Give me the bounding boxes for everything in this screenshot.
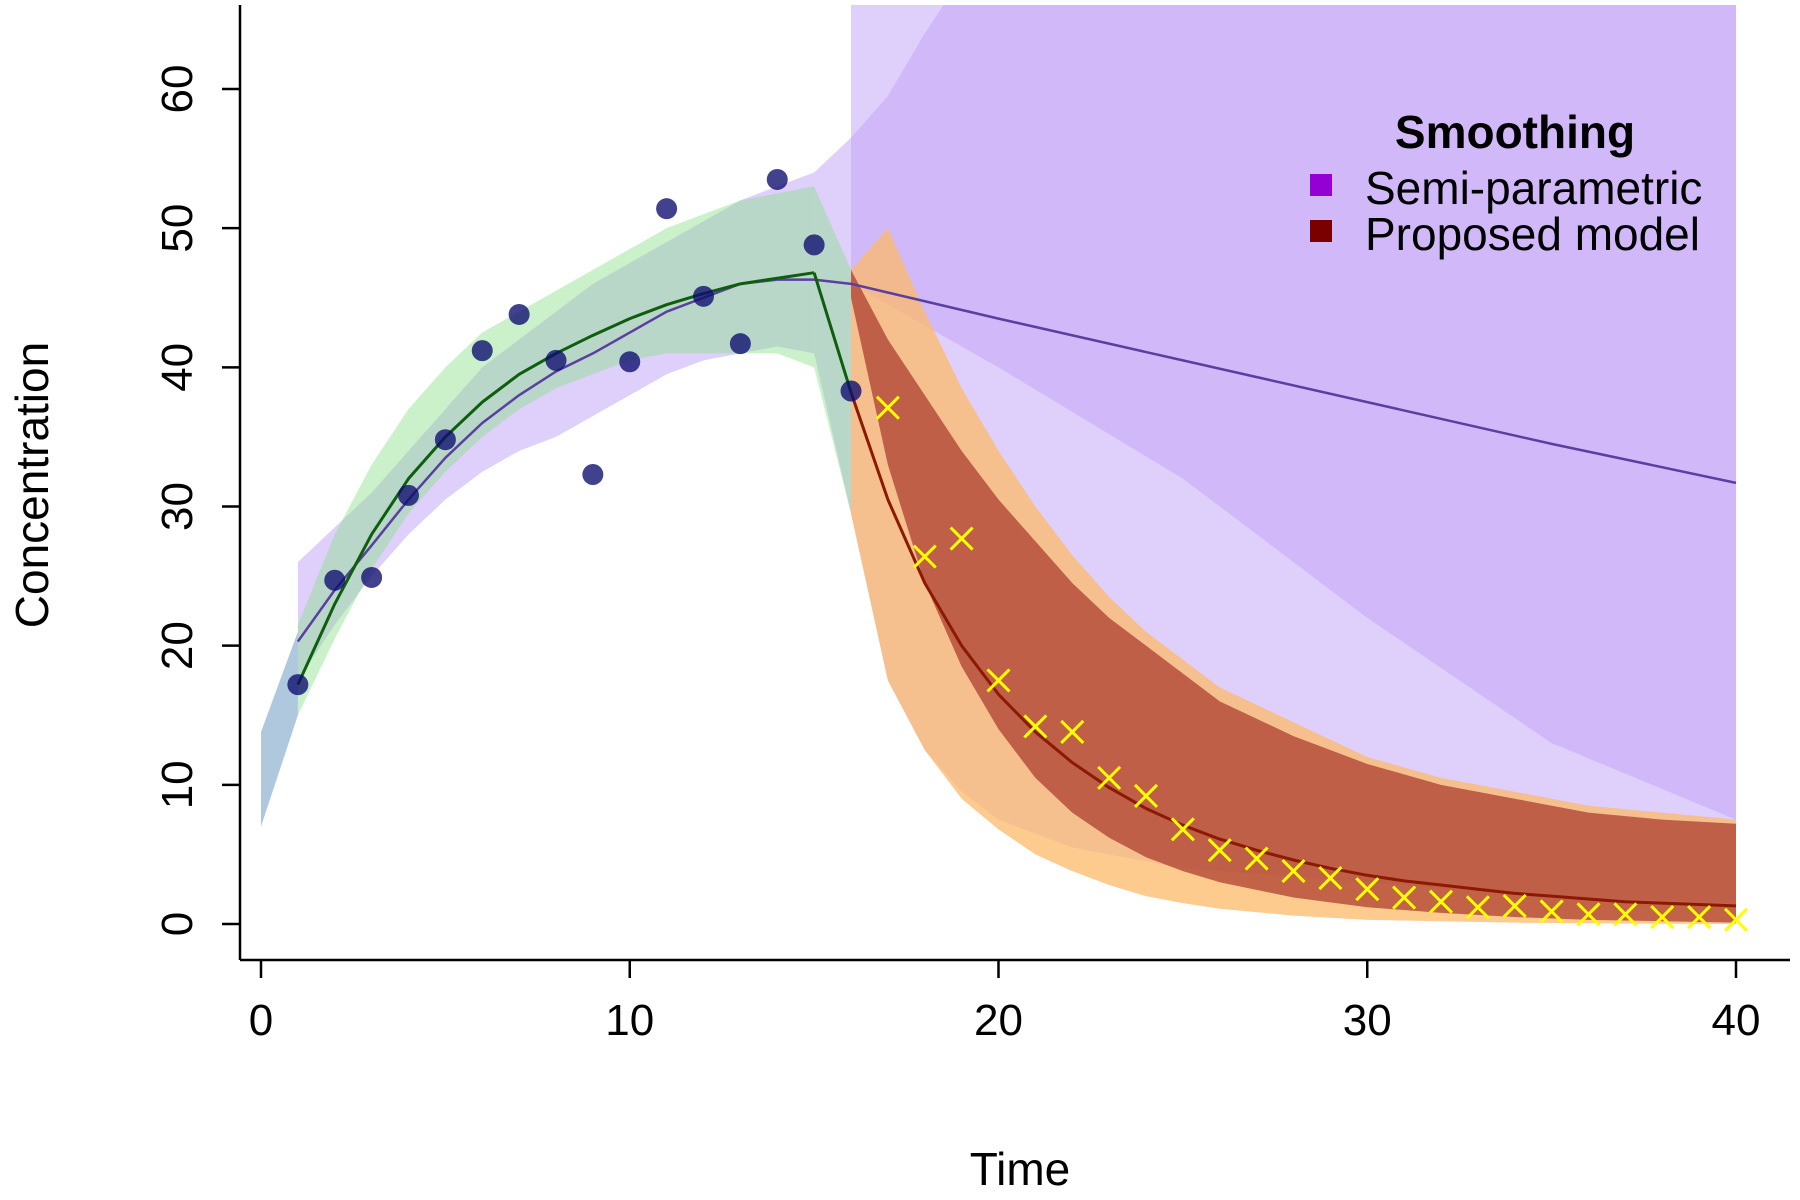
points-layer bbox=[287, 168, 1749, 932]
legend-swatch-semi-parametric bbox=[1310, 174, 1332, 196]
observed-point bbox=[729, 333, 751, 355]
observed-point bbox=[545, 349, 567, 371]
legend-swatch-proposed-model bbox=[1310, 220, 1332, 242]
observed-point bbox=[508, 303, 530, 325]
predicted-point bbox=[1465, 895, 1490, 920]
predicted-point bbox=[1502, 893, 1527, 918]
legend-title: Smoothing bbox=[1395, 106, 1635, 158]
axes-layer: 0 10 20 30 40 0 10 20 30 40 50 60 bbox=[153, 5, 1790, 1045]
observed-point bbox=[582, 463, 604, 485]
observed-point bbox=[287, 674, 309, 696]
predicted-point bbox=[1650, 904, 1675, 930]
predicted-point bbox=[1576, 902, 1601, 927]
legend: Smoothing Semi-parametric Proposed model bbox=[1310, 106, 1702, 260]
predicted-point bbox=[1244, 846, 1269, 871]
observed-point bbox=[656, 198, 678, 220]
observed-point bbox=[398, 484, 419, 506]
y-tick-label: 10 bbox=[153, 760, 202, 809]
observed-point bbox=[324, 569, 346, 591]
x-axis-title: Time bbox=[970, 1143, 1071, 1195]
observed-point bbox=[803, 234, 825, 256]
x-tick-label: 10 bbox=[605, 996, 654, 1045]
x-tick-label: 30 bbox=[1343, 996, 1392, 1045]
predicted-point bbox=[986, 668, 1011, 693]
predicted-point bbox=[1355, 877, 1380, 902]
x-tick-label: 40 bbox=[1712, 996, 1761, 1045]
series-line-0 bbox=[296, 278, 1737, 643]
observed-point bbox=[361, 566, 383, 588]
semi-band-post-lower-fill bbox=[851, 5, 1736, 820]
y-tick-label: 50 bbox=[153, 204, 202, 253]
y-tick-label: 40 bbox=[153, 343, 202, 392]
predicted-point bbox=[1060, 719, 1085, 745]
predicted-point bbox=[1023, 714, 1048, 739]
proposed-pred-band-inner bbox=[851, 269, 1736, 923]
predicted-point bbox=[949, 526, 974, 551]
predicted-point bbox=[1613, 902, 1638, 927]
predicted-point bbox=[1281, 859, 1306, 884]
legend-label-semi-parametric: Semi-parametric bbox=[1365, 162, 1702, 214]
observed-point bbox=[434, 429, 456, 451]
series-line-3 bbox=[849, 391, 1737, 908]
predicted-point bbox=[875, 395, 900, 420]
predicted-point bbox=[1318, 866, 1343, 891]
observed-point bbox=[619, 351, 641, 373]
y-tick-label: 60 bbox=[153, 65, 202, 114]
predicted-point bbox=[912, 544, 937, 569]
predicted-point bbox=[1133, 783, 1159, 809]
predicted-point bbox=[1170, 817, 1195, 842]
observed-point bbox=[840, 380, 862, 402]
legend-label-proposed-model: Proposed model bbox=[1365, 208, 1700, 260]
x-tick-label: 0 bbox=[249, 996, 273, 1045]
observed-point bbox=[471, 340, 493, 362]
bands-layer bbox=[261, 5, 1736, 924]
predicted-point bbox=[1207, 838, 1232, 863]
predicted-point bbox=[1097, 765, 1122, 790]
predicted-point bbox=[1428, 889, 1454, 914]
initial-band bbox=[261, 631, 298, 827]
proposed-fit-band bbox=[297, 186, 851, 716]
y-axis-title: Concentration bbox=[6, 342, 58, 628]
y-tick-label: 30 bbox=[153, 482, 202, 531]
predicted-point bbox=[1392, 885, 1417, 910]
predicted-point bbox=[1539, 899, 1564, 924]
observed-point bbox=[693, 285, 714, 307]
predicted-point bbox=[1687, 904, 1712, 930]
predicted-point bbox=[1723, 907, 1749, 932]
observed-point bbox=[766, 168, 788, 190]
y-tick-label: 20 bbox=[153, 621, 202, 670]
x-tick-label: 20 bbox=[974, 996, 1023, 1045]
series-line-2 bbox=[812, 272, 853, 393]
y-tick-label: 0 bbox=[153, 912, 202, 936]
